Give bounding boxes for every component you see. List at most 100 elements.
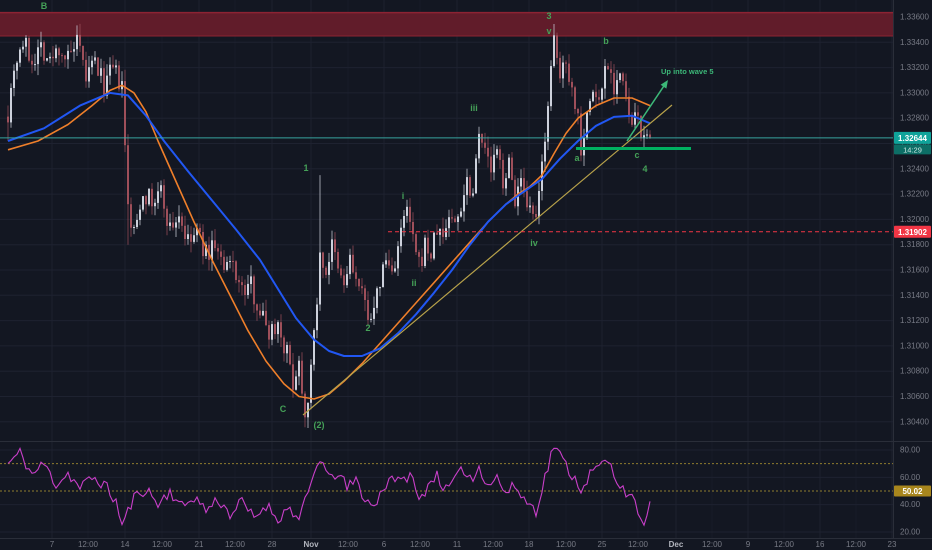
price-axis-label: 1.32200 [900,190,929,199]
candle [271,324,273,340]
candle [25,37,27,47]
wave-label-i[interactable]: i [402,191,405,201]
wave-label-b[interactable]: b [603,36,609,46]
trendline[interactable] [302,104,673,416]
candle [643,135,645,139]
candle [196,227,198,236]
candle [124,81,126,146]
candle [73,49,75,52]
candle [538,191,540,218]
candle [244,285,246,295]
time-axis-label: 23 [888,540,897,549]
wave-label-3[interactable]: 3 [546,11,551,21]
time-axis-label: 25 [598,540,607,549]
price-axis-label: 1.31000 [900,341,929,350]
candle [256,304,258,311]
wave5-arrow-label[interactable]: Up into wave 5 [661,67,714,76]
candle [76,34,78,50]
candle [109,64,111,76]
wave-label-iv[interactable]: iv [530,238,538,248]
candle [613,72,615,95]
candle [130,204,132,228]
candle [565,62,567,64]
wave-label-c[interactable]: c [634,150,639,160]
wave-label-2[interactable]: (2) [314,420,325,430]
wave5-arrow[interactable] [626,83,666,142]
candle [172,222,174,228]
time-axis-label: 12:00 [556,540,577,549]
candle [82,45,84,60]
candle [316,304,318,331]
candle [58,48,60,56]
candle [472,193,474,196]
candle [469,177,471,196]
candle [313,330,315,365]
oscillator-line [7,446,651,527]
candle [433,232,435,259]
price-axis-label: 1.31800 [900,240,929,249]
candle [151,188,153,207]
candle [301,360,303,394]
price-axis-label: 1.32000 [900,215,929,224]
candle [166,208,168,226]
wave-label-a[interactable]: a [574,153,580,163]
candle [508,157,510,179]
candle [37,47,39,65]
candle [259,310,261,316]
wave-label-v[interactable]: v [546,26,551,36]
time-axis-label: 11 [453,540,462,549]
candle [622,73,624,82]
candle [16,62,18,71]
candle [376,288,378,308]
candle [319,252,321,305]
candle [154,202,156,207]
candle [322,252,324,268]
wave-label-2[interactable]: 2 [365,323,370,333]
candle [448,217,450,229]
candle [595,91,597,98]
candle [589,101,591,112]
candle [220,251,222,257]
time-axis-label: 12:00 [483,540,504,549]
candle [268,325,270,340]
candle [445,228,447,237]
wave-label-1[interactable]: 1 [303,163,308,173]
candle [571,81,573,88]
candle [148,188,150,205]
candle [64,55,66,60]
candle [175,222,177,228]
time-axis-label: 12:00 [702,540,723,549]
candle [337,252,339,269]
candle [490,156,492,173]
candle [556,35,558,58]
candle [583,137,585,156]
candle [529,205,531,208]
candle [133,227,135,228]
candle [52,56,54,59]
candle [280,322,282,338]
wave-label-B[interactable]: B [41,1,48,11]
osc-axis-label: 80.00 [900,446,921,455]
wave-label-4[interactable]: 4 [642,164,647,174]
candle [634,112,636,125]
candle [91,60,93,68]
time-axis-label: 7 [50,540,55,549]
price-axis-label: 1.30600 [900,392,929,401]
wave-label-C[interactable]: C [280,404,287,414]
candle [118,65,120,90]
time-axis-label: 16 [816,540,825,549]
candle [181,216,183,226]
candle [340,268,342,276]
candle [343,275,345,286]
candle [385,260,387,265]
time-axis-label: 6 [382,540,387,549]
wave-label-iii[interactable]: iii [470,103,478,113]
candle [265,310,267,326]
supply-zone[interactable] [0,12,893,36]
candle [604,66,606,89]
wave-label-ii[interactable]: ii [411,278,416,288]
candle [460,211,462,217]
candle [625,81,627,97]
